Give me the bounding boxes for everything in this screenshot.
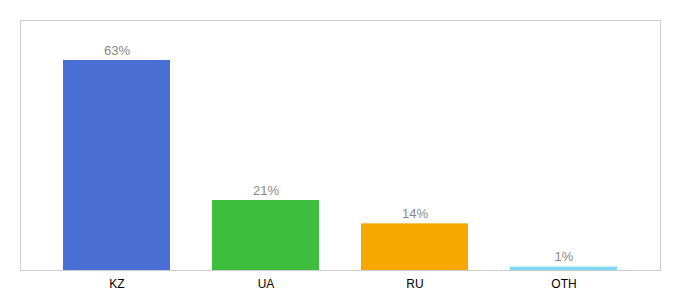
- svg-text:RU: RU: [406, 277, 423, 291]
- svg-text:14%: 14%: [402, 206, 428, 221]
- svg-text:63%: 63%: [104, 43, 130, 58]
- svg-text:21%: 21%: [253, 183, 279, 198]
- svg-text:UA: UA: [258, 277, 275, 291]
- svg-text:1%: 1%: [555, 249, 574, 264]
- svg-text:KZ: KZ: [109, 277, 124, 291]
- svg-text:OTH: OTH: [551, 277, 576, 291]
